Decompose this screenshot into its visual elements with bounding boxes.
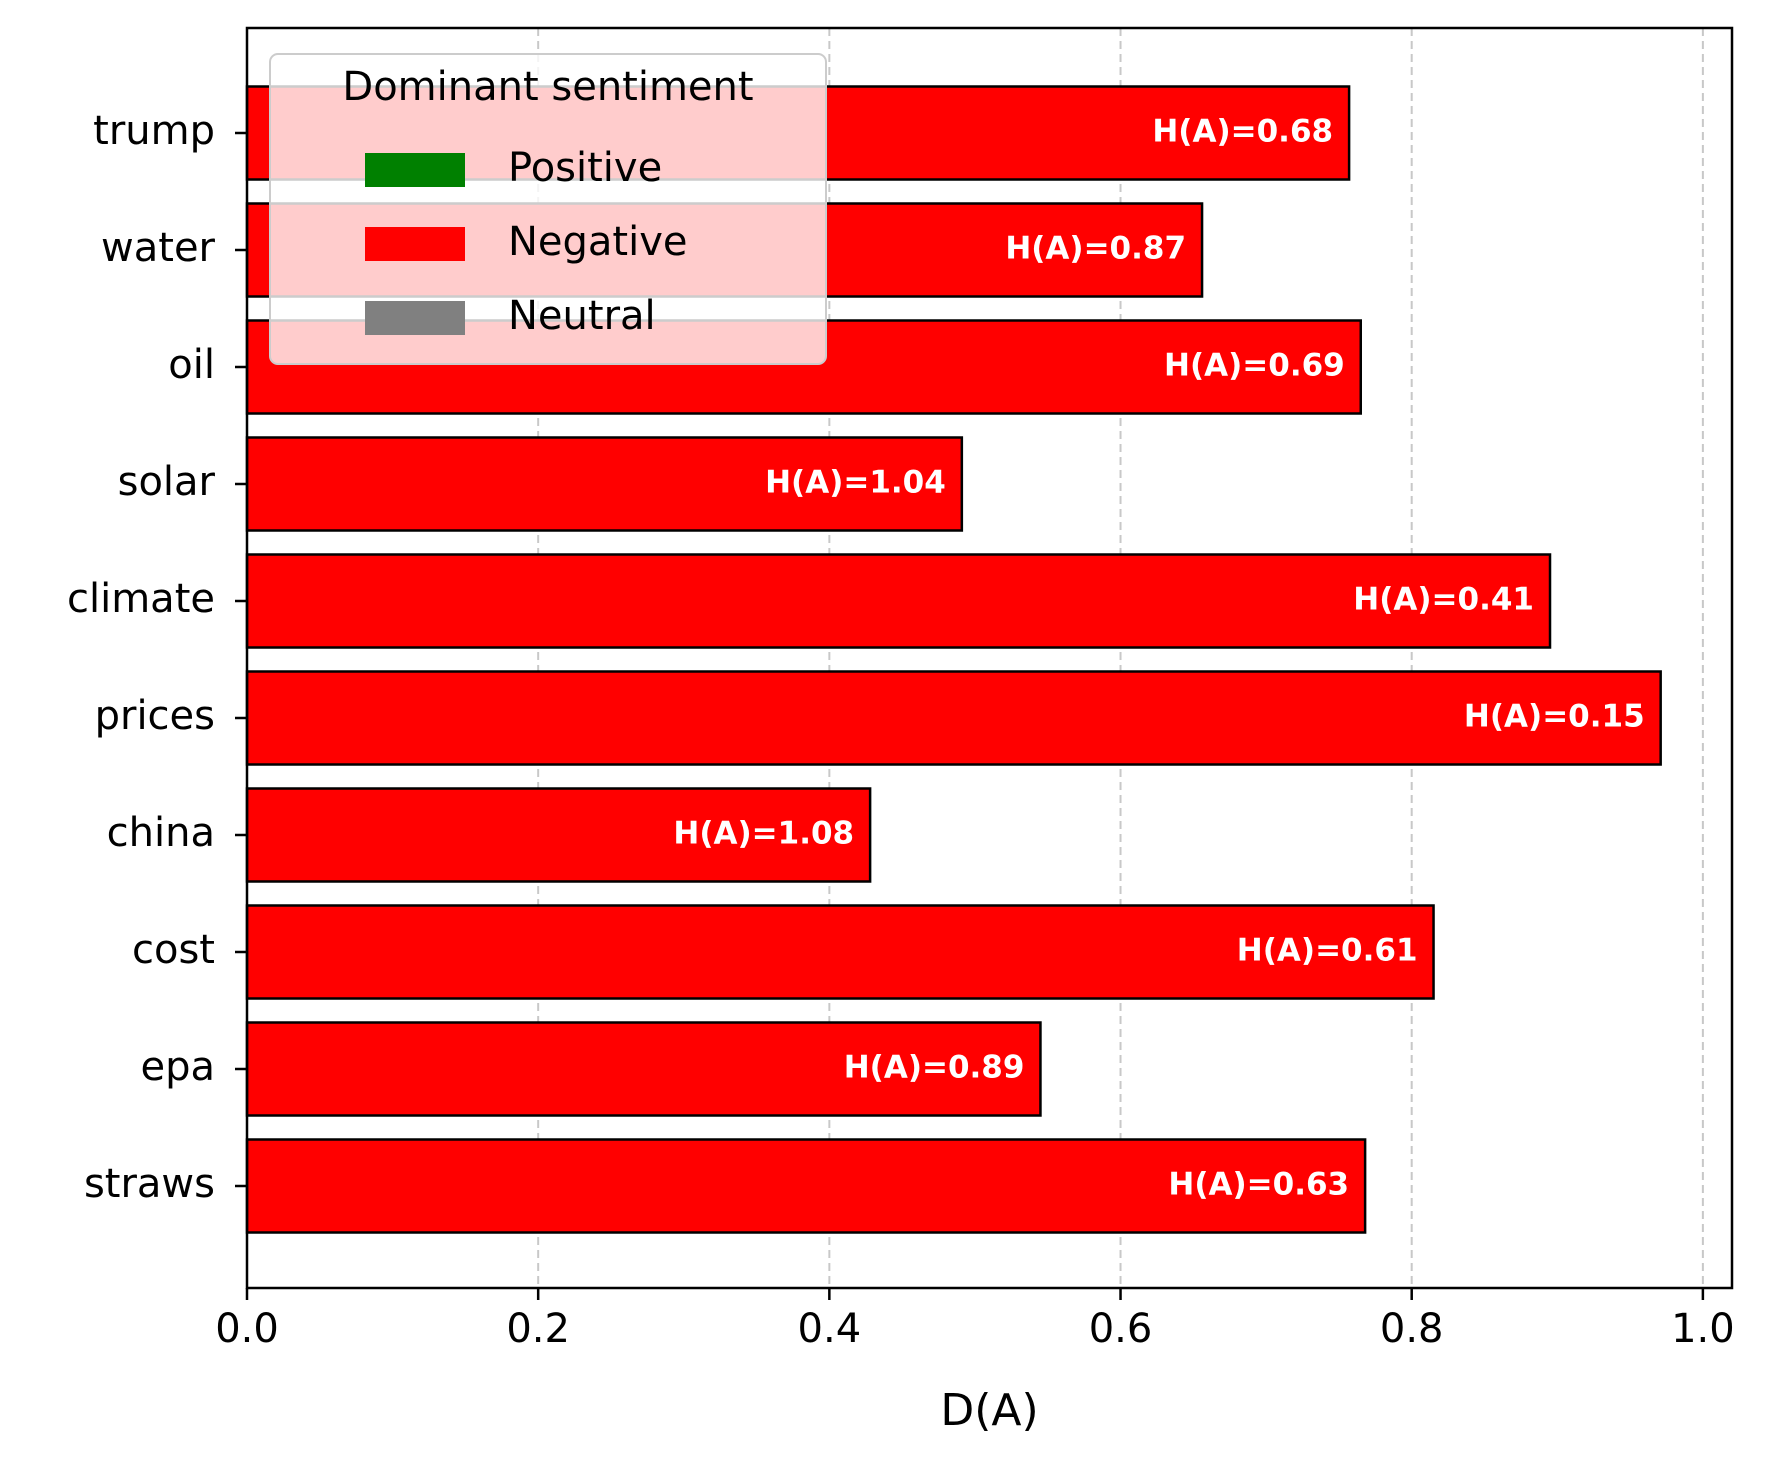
bar-label-climate: H(A)=0.41 [1353,582,1534,618]
x-tick-label-3: 0.6 [1089,1306,1153,1352]
legend-swatch-positive [365,153,465,187]
axes-layer: 0.0 0.2 0.4 0.6 0.8 1.0 trump water oil solar clim… [67,26,1735,1436]
legend-title: Dominant sentiment [342,64,753,110]
x-tick-label-2: 0.4 [798,1306,862,1352]
bar-china [245,787,872,883]
y-tick-label-oil: oil [168,342,215,388]
bar-label-solar: H(A)=1.04 [765,465,946,501]
x-axis-title: D(A) [940,1385,1038,1436]
y-tick-label-trump: trump [93,108,215,154]
bar-label-water: H(A)=0.87 [1005,231,1186,267]
x-tick-label-4: 0.8 [1380,1306,1444,1352]
y-tick-label-china: china [107,810,215,856]
bar-label-trump: H(A)=0.68 [1152,114,1333,150]
bar-label-prices: H(A)=0.15 [1464,699,1645,735]
bar-prices [245,670,1662,766]
bar-straws [245,1138,1367,1234]
y-tick-label-solar: solar [118,459,216,505]
y-tick-label-climate: climate [67,576,215,622]
y-tick-label-prices: prices [95,693,215,739]
bar-epa [245,1021,1042,1117]
legend: Dominant sentiment Positive Negative Neutra… [269,53,827,365]
plot-frame [245,26,1734,1290]
legend-swatch-neutral [365,301,465,335]
y-tick-label-cost: cost [132,927,215,973]
x-tick-label-5: 1.0 [1671,1306,1735,1352]
y-tick-label-straws: straws [84,1161,215,1207]
legend-label-negative: Negative [508,219,688,265]
bar-label-china: H(A)=1.08 [673,816,854,852]
bar-label-straws: H(A)=0.63 [1168,1167,1349,1203]
y-tick-label-epa: epa [140,1044,215,1090]
legend-box [269,53,827,365]
legend-label-positive: Positive [508,145,662,191]
bar-cost [245,904,1435,1000]
bar-solar [245,436,964,532]
bar-label-cost: H(A)=0.61 [1237,933,1418,969]
y-tick-label-water: water [101,225,216,271]
legend-label-neutral: Neutral [508,293,656,339]
x-tick-label-1: 0.2 [506,1306,570,1352]
bar-label-epa: H(A)=0.89 [844,1050,1025,1086]
x-tick-label-0: 0.0 [215,1306,279,1352]
bar-label-oil: H(A)=0.69 [1164,348,1345,384]
legend-swatch-negative [365,227,465,261]
